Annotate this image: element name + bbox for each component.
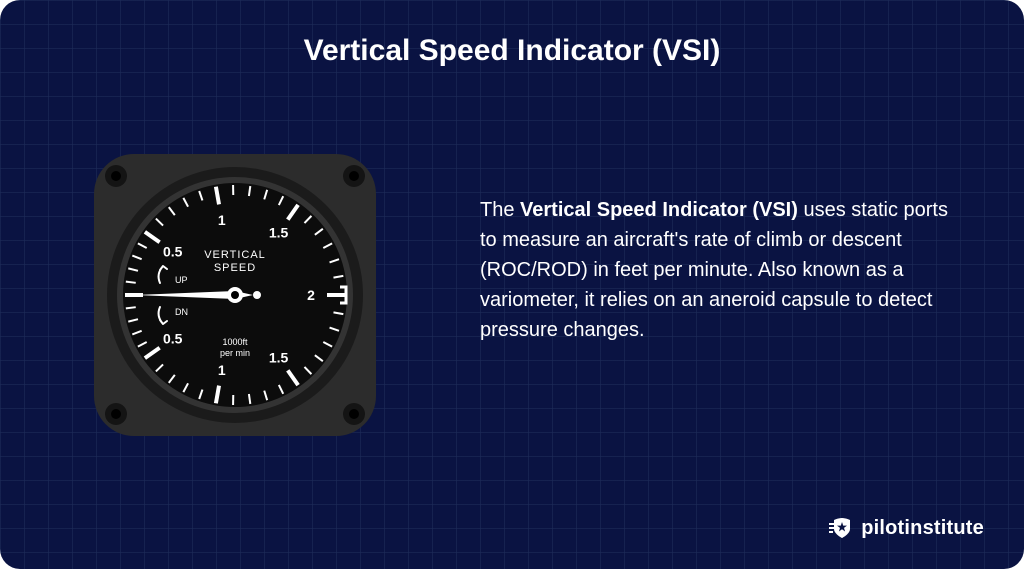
svg-text:1000ft: 1000ft bbox=[222, 337, 248, 347]
svg-text:0.5: 0.5 bbox=[163, 331, 183, 347]
brand-logo: pilotinstitute bbox=[829, 515, 984, 541]
svg-text:2: 2 bbox=[307, 287, 315, 303]
desc-before: The bbox=[480, 199, 520, 221]
description-text: The Vertical Speed Indicator (VSI) uses … bbox=[480, 195, 950, 345]
shield-wings-icon bbox=[829, 515, 855, 541]
info-card: Vertical Speed Indicator (VSI) 0.5 1 1.5 2 1… bbox=[0, 0, 1024, 569]
svg-text:1: 1 bbox=[218, 212, 226, 228]
svg-text:VERTICAL: VERTICAL bbox=[204, 249, 266, 261]
logo-bold: pilot bbox=[861, 517, 904, 539]
svg-text:DN: DN bbox=[175, 307, 188, 317]
svg-text:UP: UP bbox=[175, 275, 188, 285]
svg-text:1: 1 bbox=[218, 362, 226, 378]
page-title: Vertical Speed Indicator (VSI) bbox=[0, 34, 1024, 68]
svg-text:1.5: 1.5 bbox=[269, 225, 289, 241]
logo-text: pilotinstitute bbox=[861, 517, 984, 540]
svg-text:0.5: 0.5 bbox=[163, 243, 183, 259]
svg-text:SPEED: SPEED bbox=[214, 262, 256, 274]
vsi-gauge: 0.5 1 1.5 2 1.5 1 0.5 VERTICALSPEED 1000ftper mi… bbox=[90, 150, 380, 440]
svg-text:1.5: 1.5 bbox=[269, 349, 289, 365]
logo-light: institute bbox=[904, 517, 984, 539]
svg-text:per min: per min bbox=[220, 348, 250, 358]
desc-bold: Vertical Speed Indicator (VSI) bbox=[520, 199, 798, 221]
vsi-gauge-svg: 0.5 1 1.5 2 1.5 1 0.5 VERTICALSPEED 1000ftper mi… bbox=[90, 150, 380, 440]
